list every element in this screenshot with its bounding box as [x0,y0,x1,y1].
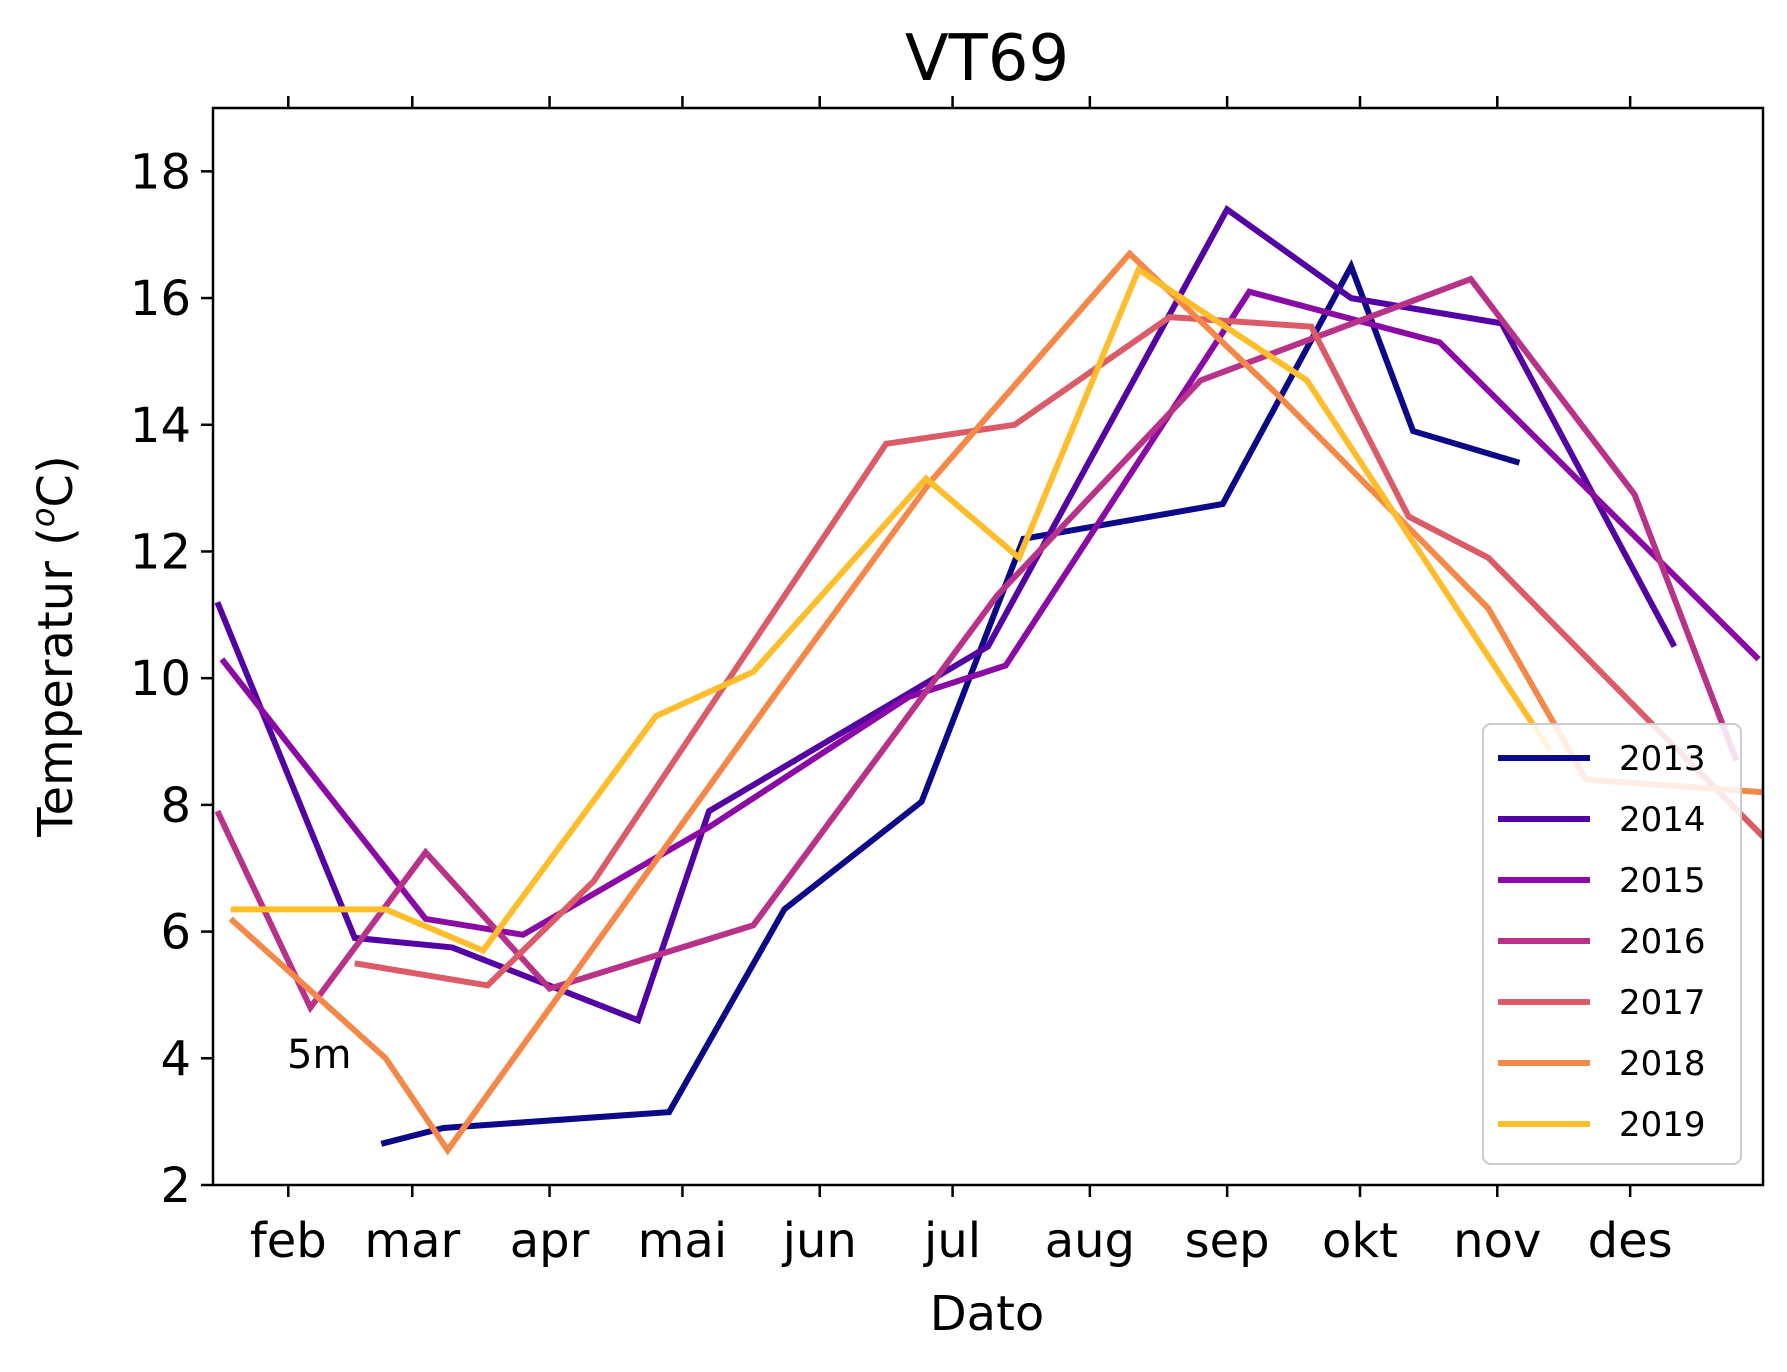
y-axis-label-tail: C) [28,455,84,507]
legend-label-2013: 2013 [1619,739,1706,779]
legend: 2013 2014 2015 2016 2017 2018 2019 [1482,723,1742,1165]
y-tick-label: 18 [130,144,191,200]
y-axis-ticks: 2 4 6 8 10 12 14 16 18 [130,144,213,1214]
depth-annotation: 5m [287,1032,351,1078]
y-axis-label-main: Temperatur ( [28,527,84,838]
series-line-2015 [219,288,1761,938]
series-lines [214,204,1763,1156]
x-tick-label: sep [1185,1213,1270,1269]
series-line-2013 [380,259,1521,1147]
y-tick-label: 8 [160,778,191,834]
series-line-2016 [214,275,1740,1014]
series-line-2018 [228,249,1763,1156]
legend-label-2019: 2019 [1619,1105,1706,1145]
x-tick-label: feb [250,1213,327,1269]
series-line-2014 [214,204,1678,1025]
y-tick-label: 16 [130,271,191,327]
x-tick-label: jul [923,1213,981,1269]
x-tick-label: jun [782,1213,857,1269]
x-tick-label: okt [1322,1213,1398,1269]
x-axis-label: Dato [930,1286,1045,1342]
series-line-2019 [230,265,1553,955]
x-tick-label: mar [364,1213,460,1269]
series-line-2017 [354,314,1763,989]
x-tick-label: mai [638,1213,728,1269]
x-tick-label: nov [1453,1213,1541,1269]
x-tick-label: aug [1045,1213,1135,1269]
y-tick-label: 12 [130,524,191,580]
legend-label-2016: 2016 [1619,922,1706,962]
plot-frame [211,106,1765,1187]
x-tick-label: des [1588,1213,1673,1269]
y-tick-label: 4 [160,1031,191,1087]
y-axis-label-superscript: o [24,508,62,528]
y-tick-label: 6 [160,905,191,961]
chart-title: VT69 [905,22,1069,96]
y-tick-label: 10 [130,651,191,707]
legend-box [1482,723,1742,1165]
y-tick-label: 14 [130,398,191,454]
x-tick-label: apr [510,1213,590,1269]
y-axis-label: Temperatur (oC) [24,455,84,837]
x-axis-ticks: feb mar apr mai jun jul aug sep okt nov des [250,96,1673,1269]
y-tick-label: 2 [160,1158,191,1214]
legend-label-2018: 2018 [1619,1044,1706,1084]
legend-label-2017: 2017 [1619,983,1706,1023]
legend-label-2014: 2014 [1619,800,1706,840]
legend-label-2015: 2015 [1619,861,1706,901]
